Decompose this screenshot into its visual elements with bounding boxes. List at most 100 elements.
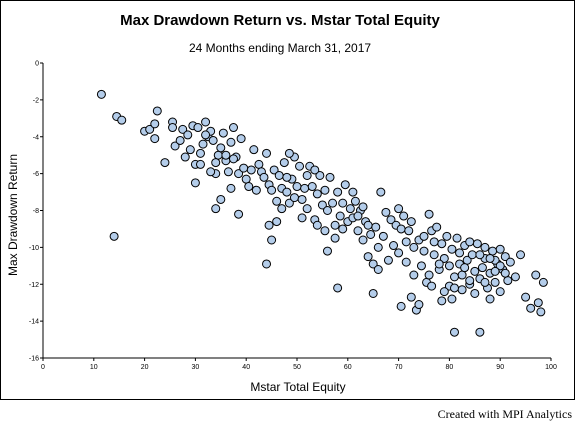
scatter-point xyxy=(251,185,261,195)
scatter-point xyxy=(335,211,345,221)
scatter-point xyxy=(348,187,358,197)
scatter-point xyxy=(170,141,180,151)
scatter-point xyxy=(201,117,211,127)
scatter-point xyxy=(424,270,434,280)
scatter-point xyxy=(386,215,396,225)
scatter-point xyxy=(465,237,475,247)
x-tick-label: 40 xyxy=(242,364,250,371)
scatter-point xyxy=(353,211,363,221)
scatter-point xyxy=(312,189,322,199)
scatter-point xyxy=(259,172,269,182)
x-tick-label: 50 xyxy=(293,364,301,371)
scatter-point xyxy=(330,220,340,230)
scatter-point xyxy=(198,139,208,149)
scatter-point xyxy=(262,259,272,269)
scatter-point xyxy=(366,229,376,239)
scatter-point xyxy=(419,246,429,256)
scatter-point xyxy=(216,194,226,204)
scatter-point xyxy=(409,242,419,252)
scatter-point xyxy=(307,182,317,192)
scatter-point xyxy=(516,250,526,260)
scatter-point xyxy=(495,261,505,271)
scatter-point xyxy=(208,135,218,145)
x-tick-label: 60 xyxy=(344,364,352,371)
scatter-point xyxy=(444,261,454,271)
scatter-point xyxy=(406,217,416,227)
scatter-point xyxy=(470,288,480,298)
scatter-point xyxy=(330,233,340,243)
y-tick-label: -2 xyxy=(33,97,39,104)
scatter-point xyxy=(381,207,391,217)
scatter-point xyxy=(452,233,462,243)
scatter-point xyxy=(488,246,498,256)
scatter-point xyxy=(409,270,419,280)
scatter-point xyxy=(477,263,487,273)
scatter-point xyxy=(160,158,170,168)
scatter-point xyxy=(284,198,294,208)
scatter-point xyxy=(333,283,343,293)
scatter-point xyxy=(282,187,292,197)
scatter-point xyxy=(485,294,495,304)
scatter-point xyxy=(503,276,513,286)
scatter-point xyxy=(180,152,190,162)
scatter-point xyxy=(211,204,221,214)
scatter-point xyxy=(229,154,238,164)
scatter-point xyxy=(241,174,251,184)
scatter-point xyxy=(145,124,155,134)
scatter-point xyxy=(201,130,211,140)
scatter-point xyxy=(414,300,424,310)
scatter-point xyxy=(284,148,294,158)
x-axis-label: Mstar Total Equity xyxy=(250,380,345,394)
scatter-point xyxy=(505,257,515,267)
plot-area: 0 10 20 30 40 50 60 70 80 90 100 0 -2 -4 -6 -8 -10 -12 -14… xyxy=(29,61,557,372)
scatter-point xyxy=(229,123,238,133)
scatter-point xyxy=(500,252,510,262)
scatter-point xyxy=(249,145,259,155)
scatter-point xyxy=(211,158,221,168)
scatter-point xyxy=(246,165,256,175)
scatter-point xyxy=(315,170,325,180)
scatter-point xyxy=(396,224,406,234)
scatter-point xyxy=(378,231,388,241)
scatter-point xyxy=(437,239,447,249)
scatter-point xyxy=(226,183,236,193)
x-tick-label: 0 xyxy=(41,364,45,371)
x-tick-label: 10 xyxy=(90,364,98,371)
scatter-point xyxy=(358,235,368,245)
scatter-point xyxy=(371,222,381,232)
scatter-point xyxy=(320,185,330,195)
scatter-point xyxy=(368,288,378,298)
scatter-point xyxy=(274,170,284,180)
scatter-point xyxy=(449,272,459,282)
scatter-point xyxy=(302,170,312,180)
scatter-point xyxy=(472,239,482,249)
scatter-point xyxy=(437,296,447,306)
scatter-point xyxy=(399,211,409,221)
scatter-point xyxy=(312,220,322,230)
scatter-point xyxy=(368,259,378,269)
scatter-point xyxy=(213,150,223,160)
scatter-chart: Max Drawdown Return vs. Mstar Total Equi… xyxy=(6,12,557,394)
scatter-point xyxy=(289,193,299,203)
scatter-point xyxy=(272,217,282,227)
scatter-point xyxy=(363,220,373,230)
scatter-point xyxy=(292,182,302,192)
scatter-point xyxy=(168,123,178,133)
scatter-point xyxy=(185,145,195,155)
scatter-point xyxy=(485,253,495,263)
scatter-point xyxy=(419,231,429,241)
x-tick-label: 30 xyxy=(192,364,200,371)
scatter-point xyxy=(389,241,399,251)
scatter-point xyxy=(521,292,531,302)
scatter-point xyxy=(295,161,305,171)
scatter-point xyxy=(358,202,368,212)
scatter-point xyxy=(325,172,335,182)
y-tick-label: -12 xyxy=(29,282,39,289)
scatter-point xyxy=(300,183,310,193)
scatter-point xyxy=(221,150,231,160)
scatter-point xyxy=(442,231,452,241)
scatter-point xyxy=(338,224,348,234)
scatter-point xyxy=(490,277,500,287)
scatter-point xyxy=(373,242,383,252)
scatter-point xyxy=(244,182,254,192)
